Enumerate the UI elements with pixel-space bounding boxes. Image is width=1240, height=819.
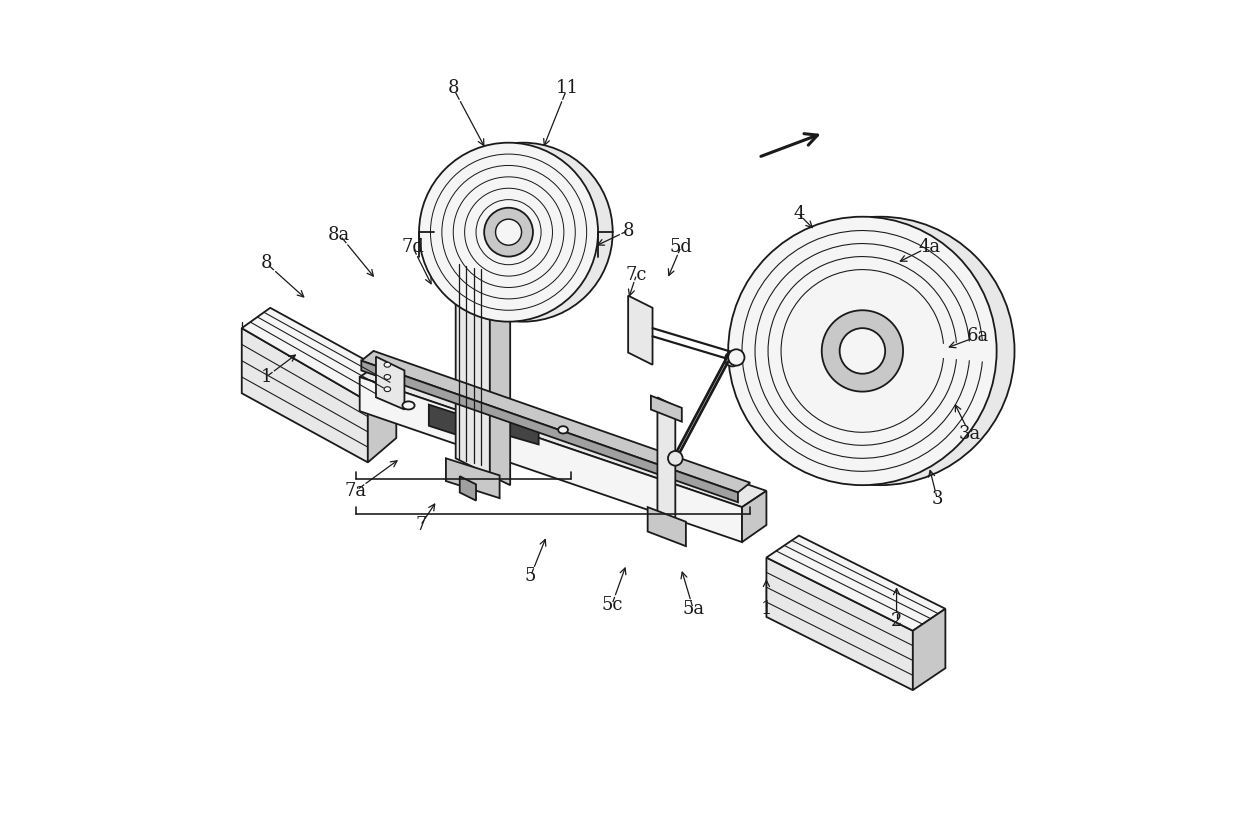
Ellipse shape	[496, 219, 522, 245]
Polygon shape	[629, 296, 652, 364]
Polygon shape	[651, 396, 682, 422]
Text: 8a: 8a	[329, 225, 351, 243]
Text: 3a: 3a	[959, 425, 981, 443]
Text: 3: 3	[931, 490, 942, 508]
Text: 7a: 7a	[345, 482, 367, 500]
Ellipse shape	[384, 387, 391, 391]
Text: 8: 8	[622, 222, 634, 239]
Ellipse shape	[668, 451, 683, 466]
Polygon shape	[647, 507, 686, 546]
Text: 5a: 5a	[682, 600, 704, 618]
Polygon shape	[242, 308, 397, 401]
Polygon shape	[361, 351, 750, 492]
Text: 6a: 6a	[967, 328, 990, 346]
Polygon shape	[446, 459, 500, 498]
Polygon shape	[368, 377, 397, 463]
Ellipse shape	[419, 143, 598, 322]
Text: 8: 8	[260, 254, 272, 272]
Polygon shape	[455, 263, 490, 475]
Text: 1: 1	[260, 368, 272, 386]
Text: 4a: 4a	[918, 238, 940, 256]
Polygon shape	[742, 491, 766, 542]
Ellipse shape	[384, 362, 391, 367]
Polygon shape	[360, 377, 742, 542]
Text: 2: 2	[890, 612, 903, 630]
Polygon shape	[376, 356, 404, 410]
Ellipse shape	[434, 143, 613, 322]
Polygon shape	[361, 360, 738, 502]
Polygon shape	[360, 360, 766, 507]
Polygon shape	[460, 476, 476, 500]
Polygon shape	[766, 558, 913, 690]
Polygon shape	[490, 280, 510, 485]
Text: 5c: 5c	[601, 595, 622, 613]
Ellipse shape	[728, 217, 997, 485]
Ellipse shape	[725, 351, 739, 366]
Polygon shape	[766, 536, 945, 631]
Polygon shape	[242, 328, 368, 463]
Polygon shape	[657, 397, 676, 528]
Text: 1: 1	[760, 600, 773, 618]
Text: 4: 4	[794, 206, 805, 224]
Ellipse shape	[822, 310, 903, 391]
Polygon shape	[502, 414, 538, 445]
Text: 8: 8	[448, 79, 459, 97]
Text: 5d: 5d	[670, 238, 692, 256]
Text: 5: 5	[525, 568, 536, 586]
Polygon shape	[448, 255, 498, 295]
Polygon shape	[429, 405, 481, 443]
Text: 11: 11	[556, 79, 579, 97]
Ellipse shape	[558, 426, 568, 433]
Ellipse shape	[746, 217, 1014, 485]
Polygon shape	[455, 263, 510, 290]
Text: 7d: 7d	[401, 238, 424, 256]
Ellipse shape	[839, 328, 885, 373]
Ellipse shape	[484, 208, 533, 256]
Ellipse shape	[728, 350, 744, 365]
Text: 7: 7	[415, 516, 427, 534]
Text: 7c: 7c	[625, 266, 647, 284]
Ellipse shape	[403, 401, 414, 410]
Ellipse shape	[384, 374, 391, 379]
Polygon shape	[913, 609, 945, 690]
